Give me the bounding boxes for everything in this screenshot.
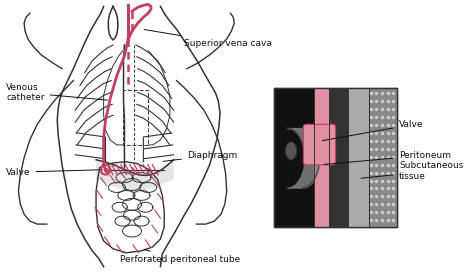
FancyBboxPatch shape bbox=[314, 88, 329, 227]
Text: Diaphragm: Diaphragm bbox=[163, 151, 237, 161]
FancyBboxPatch shape bbox=[274, 88, 397, 227]
Text: Valve: Valve bbox=[6, 168, 103, 177]
Ellipse shape bbox=[285, 142, 297, 160]
Text: Valve: Valve bbox=[322, 120, 423, 141]
FancyBboxPatch shape bbox=[274, 88, 314, 227]
FancyBboxPatch shape bbox=[303, 124, 336, 165]
FancyBboxPatch shape bbox=[329, 88, 348, 227]
FancyBboxPatch shape bbox=[348, 88, 369, 227]
Text: Peritoneum: Peritoneum bbox=[324, 151, 451, 165]
Polygon shape bbox=[96, 160, 173, 194]
Text: Venous
catheter: Venous catheter bbox=[6, 83, 108, 102]
FancyBboxPatch shape bbox=[369, 88, 397, 227]
Text: Subcutaneous
tissue: Subcutaneous tissue bbox=[361, 161, 464, 181]
Text: Superior vena cava: Superior vena cava bbox=[144, 30, 272, 48]
Text: Perforated peritoneal tube: Perforated peritoneal tube bbox=[120, 249, 240, 264]
